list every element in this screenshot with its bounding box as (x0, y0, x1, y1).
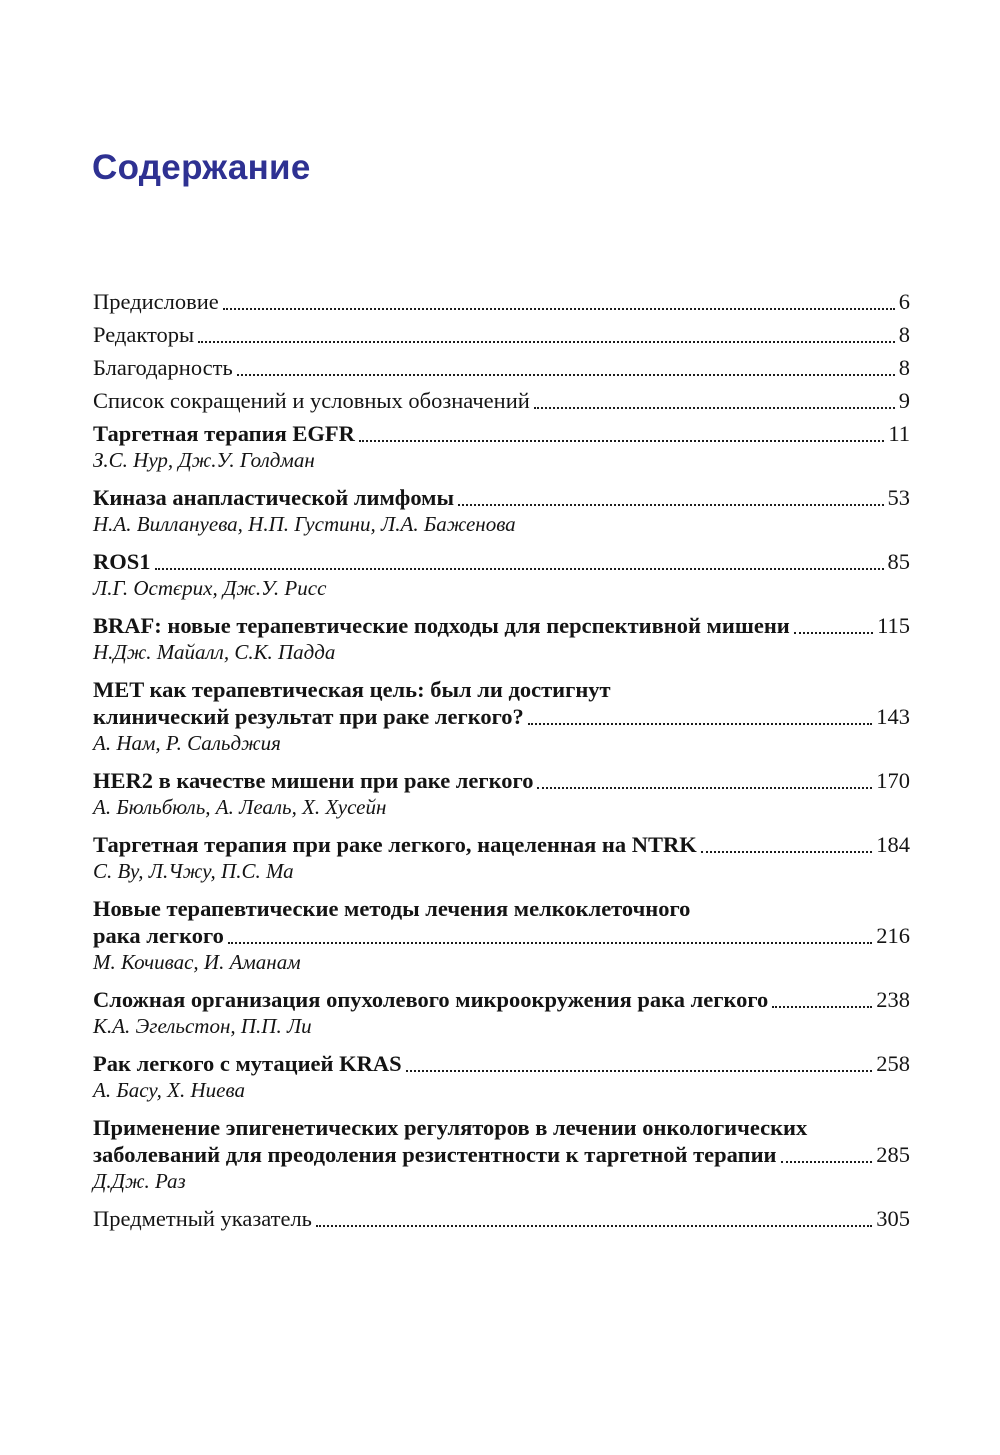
entry-authors: З.С. Нур, Дж.У. Голдман (93, 448, 315, 472)
toc-entry: Предметный указатель 305 (93, 1205, 910, 1232)
dot-leader (194, 321, 899, 348)
entry-authors: Н.Дж. Майалл, С.К. Падда (93, 640, 336, 664)
dot-leader (355, 420, 888, 447)
entry-authors: А. Басу, Х. Ниева (93, 1078, 245, 1102)
dot-leader (533, 767, 876, 794)
dot-leader (402, 1050, 877, 1077)
dot-leader (233, 354, 899, 381)
toc-entry-row: Рак легкого с мутацией KRAS 258 (93, 1050, 910, 1077)
entry-authors: К.А. Эгельстон, П.П. Ли (93, 1014, 312, 1038)
toc-entry-row: Киназа анапластической лимфомы 53 (93, 484, 910, 511)
entry-authors: А. Нам, Р. Сальджия (93, 731, 281, 755)
page-number: 258 (876, 1051, 910, 1076)
entry-authors: С. Ву, Л.Чжу, П.С. Ма (93, 859, 294, 883)
toc-entry-row: Новые терапевтические методы лечения мел… (93, 895, 910, 922)
toc-list: Предисловие 6 Редакторы 8 Благодарность 8 Спис… (93, 288, 910, 1238)
toc-entry-row: Редакторы 8 (93, 321, 910, 348)
page-number: 8 (898, 322, 910, 347)
dot-leader (768, 986, 876, 1013)
toc-entry-row: Список сокращений и условных обозначений… (93, 387, 910, 414)
dot-leader (697, 831, 876, 858)
entry-title: Таргетная терапия при раке легкого, наце… (93, 832, 697, 857)
entry-title: Список сокращений и условных обозначений (93, 388, 530, 413)
entry-title: заболеваний для преодоления резистентнос… (93, 1142, 777, 1167)
entry-title: Предметный указатель (93, 1206, 312, 1231)
dot-leader (224, 922, 876, 949)
toc-entry: Благодарность 8 (93, 354, 910, 381)
toc-entry: Применение эпигенетических регуляторов в… (93, 1114, 910, 1194)
toc-entry: MET как терапевтическая цель: был ли дос… (93, 676, 910, 756)
entry-authors: М. Кочивас, И. Аманам (93, 950, 301, 974)
entry-title: Сложная организация опухолевого микроокр… (93, 987, 769, 1012)
page-number: 170 (876, 768, 910, 793)
page-number: 238 (876, 987, 910, 1012)
entry-title: Таргетная терапия EGFR (93, 421, 355, 446)
toc-entry: Киназа анапластической лимфомы 53 Н.А. Вил… (93, 484, 910, 537)
entry-title: Предисловие (93, 289, 219, 314)
entry-title: Применение эпигенетических регуляторов в… (93, 1115, 808, 1140)
toc-entry-row: клинический результат при раке легкого? 1… (93, 703, 910, 730)
toc-entry-row: Таргетная терапия при раке легкого, наце… (93, 831, 910, 858)
dot-leader (454, 484, 887, 511)
toc-entry-row: MET как терапевтическая цель: был ли дос… (93, 676, 910, 703)
dot-leader (790, 612, 877, 639)
toc-entry: Сложная организация опухолевого микроокр… (93, 986, 910, 1039)
entry-title: рака легкого (93, 923, 224, 948)
toc-entry-row: Благодарность 8 (93, 354, 910, 381)
page-number: 115 (877, 613, 910, 638)
toc-entry: Редакторы 8 (93, 321, 910, 348)
page-title: Содержание (92, 148, 311, 187)
page-number: 305 (876, 1206, 910, 1231)
toc-entry-row: Предметный указатель 305 (93, 1205, 910, 1232)
page-number: 53 (887, 485, 911, 510)
dot-leader (777, 1141, 877, 1168)
toc-entry-row: Сложная организация опухолевого микроокр… (93, 986, 910, 1013)
entry-authors: А. Бюльбюль, А. Леаль, Х. Хусейн (93, 795, 387, 819)
entry-title: ROS1 (93, 549, 151, 574)
dot-leader (530, 387, 899, 414)
page-number: 216 (876, 923, 910, 948)
toc-entry: BRAF: новые терапевтические подходы для … (93, 612, 910, 665)
entry-title: BRAF: новые терапевтические подходы для … (93, 613, 790, 638)
toc-entry-row: рака легкого 216 (93, 922, 910, 949)
page-number: 184 (876, 832, 910, 857)
toc-entry-row: Таргетная терапия EGFR 11 (93, 420, 910, 447)
entry-title: клинический результат при раке легкого? (93, 704, 524, 729)
entry-authors: Л.Г. Остєрих, Дж.У. Рисс (93, 576, 327, 600)
entry-title: Киназа анапластической лимфомы (93, 485, 455, 510)
entry-title: Рак легкого с мутацией KRAS (93, 1051, 402, 1076)
toc-entry: Новые терапевтические методы лечения мел… (93, 895, 910, 975)
toc-entry-row: Применение эпигенетических регуляторов в… (93, 1114, 910, 1141)
toc-entry-row: заболеваний для преодоления резистентнос… (93, 1141, 910, 1168)
page-number: 8 (898, 355, 910, 380)
dot-leader (219, 288, 899, 315)
dot-leader (524, 703, 876, 730)
dot-leader (312, 1205, 876, 1232)
dot-leader (151, 548, 888, 575)
entry-title: Благодарность (93, 355, 233, 380)
page-number: 6 (898, 289, 910, 314)
toc-entry: Таргетная терапия при раке легкого, наце… (93, 831, 910, 884)
entry-title: HER2 в качестве мишени при раке легкого (93, 768, 534, 793)
page-number: 11 (888, 421, 910, 446)
toc-entry: ROS1 85 Л.Г. Остєрих, Дж.У. Рисс (93, 548, 910, 601)
toc-entry-row: ROS1 85 (93, 548, 910, 575)
entry-authors: Н.А. Виллануева, Н.П. Густини, Л.А. Баже… (93, 512, 516, 536)
toc-entry: HER2 в качестве мишени при раке легкого 1… (93, 767, 910, 820)
entry-authors: Д.Дж. Раз (93, 1169, 186, 1193)
entry-title: Новые терапевтические методы лечения мел… (93, 896, 691, 921)
entry-title: MET как терапевтическая цель: был ли дос… (93, 677, 611, 702)
page-number: 9 (898, 388, 910, 413)
toc-entry: Список сокращений и условных обозначений… (93, 387, 910, 414)
page-number: 143 (876, 704, 910, 729)
toc-entry: Предисловие 6 (93, 288, 910, 315)
page-number: 85 (887, 549, 911, 574)
page-number: 285 (876, 1142, 910, 1167)
toc-entry-row: HER2 в качестве мишени при раке легкого 1… (93, 767, 910, 794)
toc-entry: Таргетная терапия EGFR 11 З.С. Нур, Дж.У. … (93, 420, 910, 473)
toc-entry: Рак легкого с мутацией KRAS 258 А. Басу, Х… (93, 1050, 910, 1103)
toc-entry-row: BRAF: новые терапевтические подходы для … (93, 612, 910, 639)
toc-entry-row: Предисловие 6 (93, 288, 910, 315)
entry-title: Редакторы (93, 322, 195, 347)
